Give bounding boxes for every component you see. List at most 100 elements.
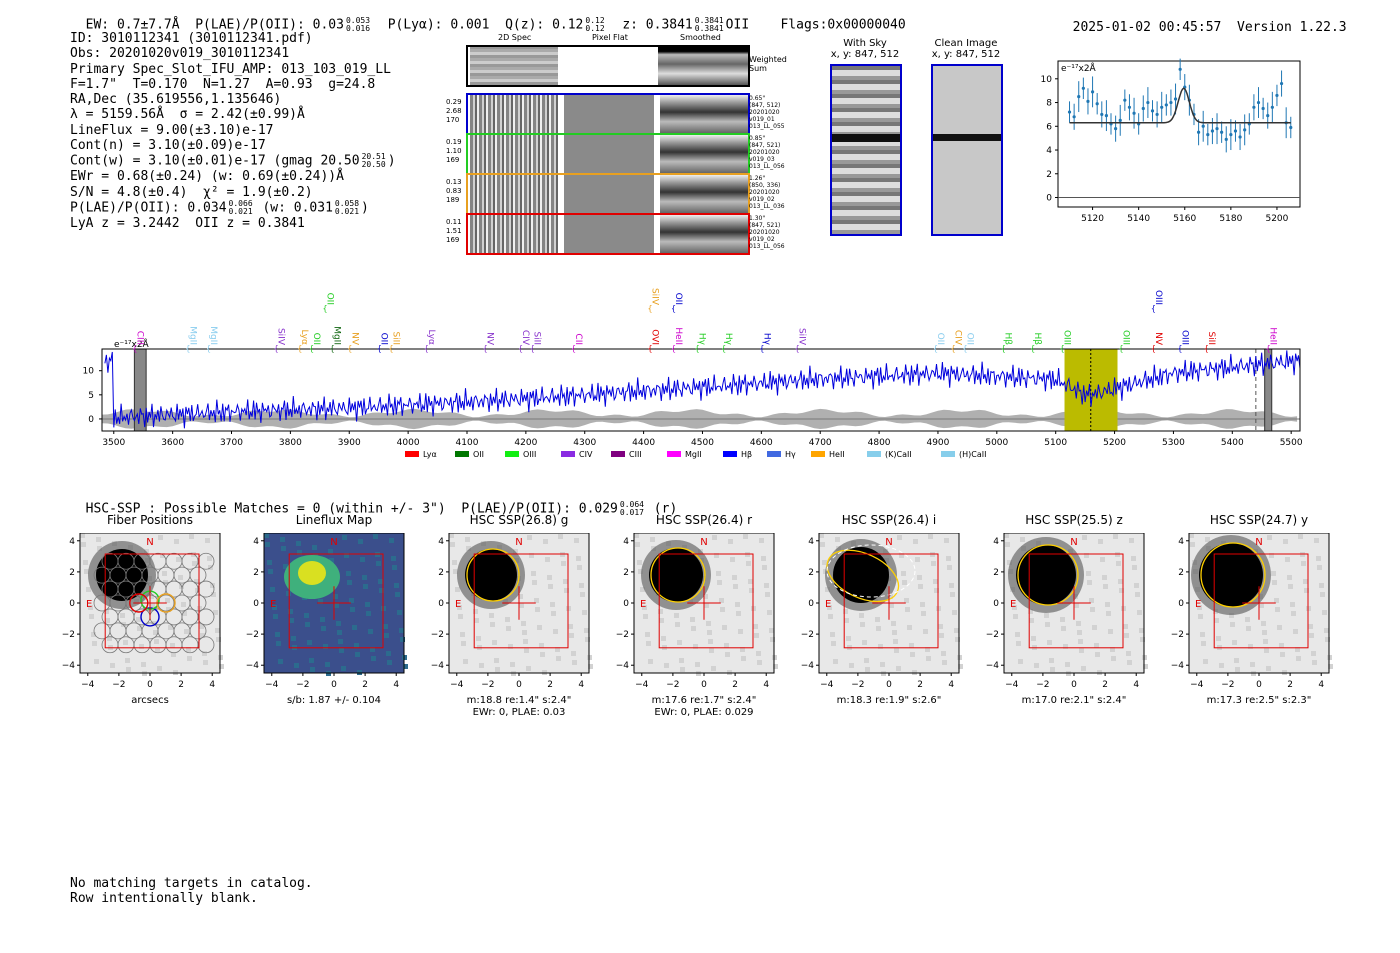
hsc-panel-noise bbox=[1190, 542, 1195, 547]
hsc-panel-noise bbox=[1081, 666, 1086, 671]
fit-ytick-label: 10 bbox=[1041, 75, 1053, 85]
spec-line-brace: { bbox=[1060, 344, 1065, 353]
spec-line-brace: { bbox=[274, 344, 279, 353]
hsc-panel-noise bbox=[1288, 584, 1293, 589]
cutout-row-meta: 1.30" (847, 521) 20201020 v019_02 013_LL_056 bbox=[749, 215, 799, 250]
fit-point bbox=[1215, 127, 1219, 131]
cutout-panel: 2D Spec Pixel Flat Smoothed Weighted Sum… bbox=[440, 33, 800, 258]
hsc-panel-noise bbox=[457, 605, 462, 610]
cutout-row-meta-line: v019_03 bbox=[749, 156, 775, 163]
east-label: E bbox=[825, 599, 831, 610]
hsc-panel-noise bbox=[376, 561, 381, 566]
hsc-panel-caption: m:17.0 re:2.1" s:2.4" bbox=[1021, 695, 1127, 706]
hsc-panel-noise bbox=[391, 556, 396, 561]
hsc-panel-title: HSC SSP(25.5) z bbox=[1025, 513, 1123, 527]
hsc-panel-noise bbox=[323, 644, 328, 649]
spec-line-label: OVI bbox=[649, 329, 659, 345]
hsc-panel-noise bbox=[762, 565, 767, 570]
hsc-panel-noise bbox=[505, 617, 510, 622]
source-core bbox=[1199, 543, 1263, 607]
red-field-box bbox=[1028, 553, 1124, 649]
hsc-panel-noise bbox=[1234, 658, 1239, 663]
spec-line-brace: { bbox=[206, 344, 211, 353]
hsc-panel-noise bbox=[756, 651, 761, 656]
hsc-panel-noise bbox=[1095, 652, 1100, 657]
hsc-panel-noise bbox=[200, 633, 205, 638]
hsc-ytick-label: −4 bbox=[246, 661, 260, 671]
hsc-panel-noise bbox=[846, 636, 851, 641]
hsc-panel-noise bbox=[773, 664, 778, 669]
red-field-box bbox=[104, 553, 200, 649]
hsc-panel-noise bbox=[321, 626, 326, 631]
hsc-panel-noise bbox=[518, 594, 523, 599]
spec-line-label: OII bbox=[935, 333, 945, 345]
hsc-panel-noise bbox=[691, 626, 696, 631]
hsc-panel-noise bbox=[291, 636, 296, 641]
hsc-panel-noise bbox=[1094, 643, 1099, 648]
spec-xtick-label: 5300 bbox=[1162, 438, 1185, 448]
hsc-panel-noise bbox=[754, 633, 759, 638]
fit-point bbox=[1220, 130, 1224, 134]
hsc-panel-noise bbox=[215, 628, 220, 633]
north-label: N bbox=[515, 537, 522, 548]
hsc-panel-noise bbox=[1287, 575, 1292, 580]
hsc-panel-noise bbox=[572, 660, 577, 665]
hsc-panel-noise bbox=[947, 565, 952, 570]
fit-point bbox=[1127, 105, 1132, 109]
spec-xtick-label: 4900 bbox=[926, 438, 949, 448]
hsc-xtick-label: −4 bbox=[1005, 680, 1019, 690]
hsc-panel-noise bbox=[1216, 636, 1221, 641]
hsc-ytick-label: 0 bbox=[438, 599, 444, 609]
spec-legend-swatch bbox=[667, 451, 681, 457]
hsc-panel-noise bbox=[89, 614, 94, 619]
hsc-ytick-label: 4 bbox=[1178, 537, 1184, 547]
spec-line-label: Hγ bbox=[723, 333, 733, 346]
hsc-ytick-label: −2 bbox=[616, 630, 629, 640]
hsc-panel-noise bbox=[761, 556, 766, 561]
aperture-ellipse bbox=[650, 547, 706, 603]
hsc-panel-noise bbox=[757, 660, 762, 665]
spec-legend-swatch bbox=[941, 451, 955, 457]
hsc-panel-noise bbox=[939, 633, 944, 638]
hsc-panel-noise bbox=[1261, 621, 1266, 626]
hsc-panel-caption2: EWr: 0, PLAE: 0.03 bbox=[472, 707, 566, 718]
hsc-panel-noise bbox=[561, 561, 566, 566]
cutout-smoothed bbox=[660, 175, 748, 213]
spec-xtick-label: 4800 bbox=[868, 438, 891, 448]
hsc-panel-noise bbox=[548, 584, 553, 589]
hsc-panel-noise bbox=[304, 613, 309, 618]
header-qz-err: 0.12 0.12 bbox=[585, 16, 605, 33]
footer-line1: No matching targets in catalog. bbox=[70, 876, 313, 891]
hsc-panel-noise bbox=[704, 603, 709, 608]
hsc-panel-noise bbox=[368, 629, 373, 634]
spec-legend-swatch bbox=[611, 451, 625, 457]
hsc-xtick-label: 2 bbox=[1287, 680, 1293, 690]
hsc-panel-noise bbox=[893, 639, 898, 644]
spec-legend-label: Hβ bbox=[741, 450, 752, 459]
hsc-panel-noise bbox=[693, 644, 698, 649]
hsc-panel-noise bbox=[1296, 656, 1301, 661]
hsc-xtick-label: 2 bbox=[1102, 680, 1108, 690]
hsc-panel-noise bbox=[461, 641, 466, 646]
hsc-xtick-label: −4 bbox=[265, 680, 279, 690]
hsc-panel-noise bbox=[312, 545, 317, 550]
hsc-panel-noise bbox=[171, 652, 176, 657]
hsc-panel-noise bbox=[476, 636, 481, 641]
hsc-panel-noise bbox=[352, 625, 357, 630]
spec-legend-swatch bbox=[505, 451, 519, 457]
source-core bbox=[465, 549, 517, 601]
hsc-panel-noise bbox=[170, 643, 175, 648]
hsc-panel-noise bbox=[1277, 625, 1282, 630]
hsc-ytick-label: 2 bbox=[253, 568, 259, 578]
hsc-panel-noise bbox=[1012, 605, 1017, 610]
hsc-panel-noise bbox=[643, 614, 648, 619]
spec-line-label: MgII bbox=[208, 326, 218, 345]
hsc-panel-noise bbox=[1325, 637, 1330, 642]
hsc-panel-noise bbox=[862, 640, 867, 645]
hsc-panel-noise bbox=[281, 546, 286, 551]
spec-line-label: OIII bbox=[1120, 330, 1130, 345]
hsc-panel-title: HSC SSP(26.8) g bbox=[469, 513, 569, 527]
info-primary: Primary Spec_Slot_IFU_AMP: 013_103_019_L… bbox=[70, 61, 391, 77]
hsc-ytick-label: 4 bbox=[438, 537, 444, 547]
hsc-ytick-label: 4 bbox=[253, 537, 259, 547]
